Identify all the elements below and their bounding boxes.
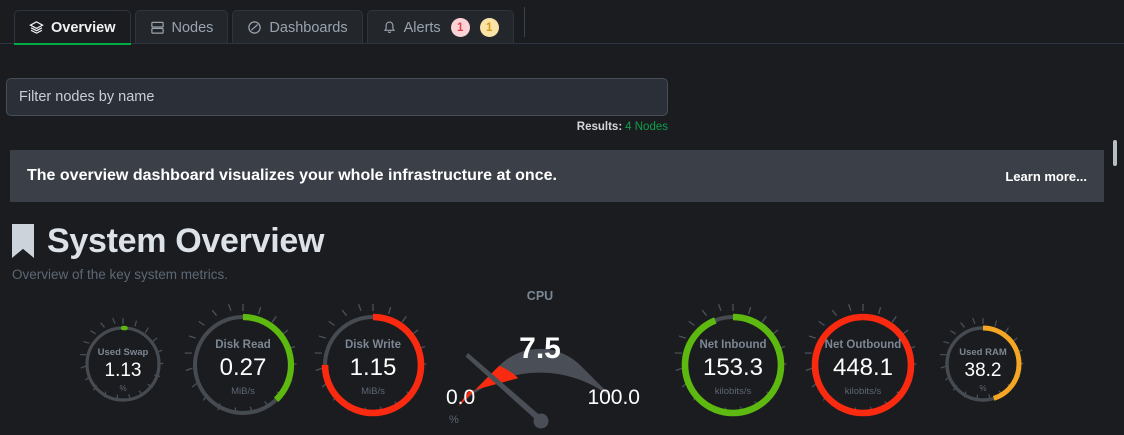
gauge-disk-read[interactable]: Disk Read 0.27 MiB/s [183,302,303,427]
gauge-cpu-max-label: 100.0 [587,386,640,409]
tab-overview-label: Overview [51,19,116,36]
tab-dashboards-label: Dashboards [269,19,348,36]
gauge-value-arc [811,313,915,417]
gauge-cpu-label: CPU [526,289,554,303]
tab-nodes-label: Nodes [171,19,214,36]
tab-divider [523,7,525,37]
gauge-value-arc [944,325,1022,403]
cpu-gauge-value-wedge [458,365,519,407]
learn-more-link[interactable]: Learn more... [1005,168,1087,184]
tab-dashboards[interactable]: Dashboards [232,10,363,44]
gauge-used-ram-svg [940,317,1024,403]
gauge-value-arc [681,313,785,417]
gauge-value-arc [84,325,162,403]
server-icon [150,20,165,35]
tab-bar: Overview Nodes Dashboards Alerts 1 [0,0,1124,45]
tab-alerts-label: Alerts [403,19,441,36]
gauge-net-outbound[interactable]: Net Outbound 448.1 kilobits/s [803,302,923,427]
gauge-disk-write-svg [314,303,427,417]
alerts-critical-badge[interactable]: 1 [450,18,470,37]
gauge-disk-read-svg [184,303,297,417]
filter-nodes-input[interactable] [6,78,668,116]
gauge-net-outbound-svg [804,303,917,417]
alerts-warning-badge[interactable]: 1 [479,18,499,37]
tab-overview[interactable]: Overview [14,10,131,45]
tab-alerts[interactable]: Alerts 1 1 [366,10,514,44]
info-banner: The overview dashboard visualizes your w… [10,150,1104,202]
tab-nodes[interactable]: Nodes [134,10,229,44]
gauge-cpu-min-label: 0.0 [446,386,476,409]
gauge-cpu-svg [458,348,622,429]
page-title: System Overview [47,222,325,260]
results-summary: Results: 4 Nodes [577,121,668,133]
bookmark-icon[interactable] [12,224,34,258]
page-subtitle: Overview of the key system metrics. [12,267,229,282]
speedometer-icon [247,20,262,35]
section-header: System Overview Overview of the key syst… [12,224,324,282]
vertical-scrollbar-thumb[interactable] [1113,140,1117,166]
banner-text: The overview dashboard visualizes your w… [27,167,557,184]
bell-icon [382,20,397,35]
gauge-used-swap-svg [80,317,164,403]
gauge-disk-write[interactable]: Disk Write 1.15 MiB/s [313,302,433,427]
cpu-gauge-needle [465,353,549,429]
gauge-used-ram[interactable]: Used RAM 38.2 % [938,316,1028,416]
results-label: Results: [576,121,623,133]
gauge-value-arc [321,313,425,417]
gauge-cpu-value: 7.5 [519,332,561,365]
gauge-track [85,326,161,402]
gauge-cpu[interactable]: CPU 7.5 0.0 % 100.0 [440,289,640,435]
gauge-row: Used Swap 1.13 % Disk Read 0.27 MiB/s [0,289,1124,435]
layers-icon [29,20,44,35]
gauge-value-arc [191,313,295,417]
gauge-used-swap[interactable]: Used Swap 1.13 % [78,316,168,416]
gauge-cpu-unit: % [449,414,459,426]
gauge-net-inbound-svg [674,303,787,417]
filter-area: Results:4 Nodes [6,78,668,133]
gauge-net-inbound[interactable]: Net Inbound 153.3 kilobits/s [673,302,793,427]
results-count: 4 Nodes [625,121,668,133]
